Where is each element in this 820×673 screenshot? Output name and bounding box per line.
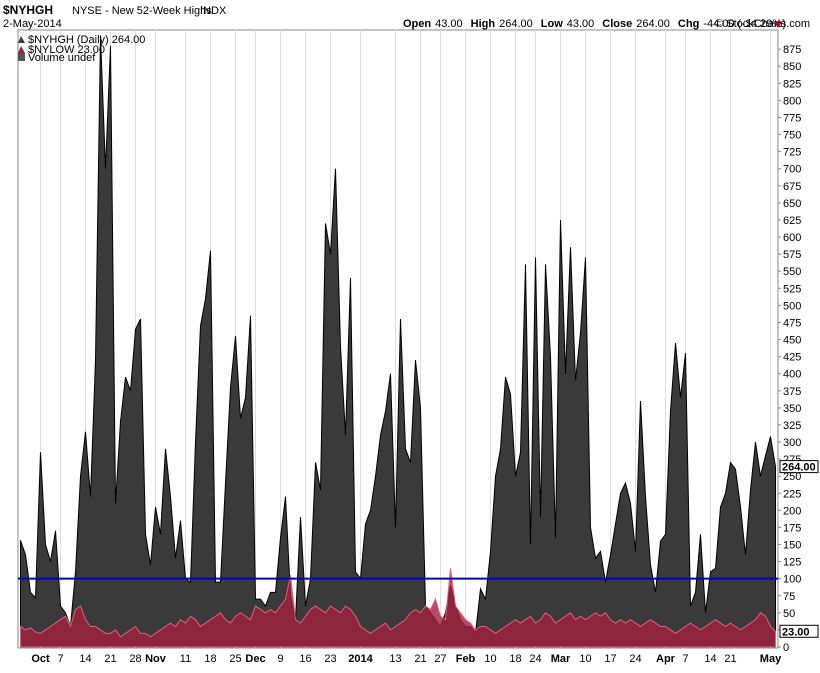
y-tick-label: 550 (783, 266, 801, 278)
highs-area (20, 35, 776, 648)
quote-value: 43.00 (435, 18, 463, 30)
x-tick-label: Dec (245, 653, 265, 665)
volume-legend: Volume undef (28, 52, 96, 64)
down-arrow (774, 22, 782, 28)
quote-label: Close (602, 18, 632, 30)
x-tick-label: 27 (434, 653, 446, 665)
quote-value: 43.00 (567, 18, 595, 30)
y-tick-label: 325 (783, 420, 801, 432)
y-tick-label: 725 (783, 147, 801, 159)
quote-label: High (471, 18, 496, 30)
x-tick-label: 23 (324, 653, 336, 665)
chart-title: NYSE - New 52-Week Highs (72, 5, 212, 17)
y-tick-label: 250 (783, 471, 801, 483)
y-tick-label: 650 (783, 198, 801, 210)
x-tick-label: 14 (79, 653, 91, 665)
plot-frame (17, 29, 779, 649)
y-tick-label: 375 (783, 386, 801, 398)
x-tick-label: 18 (509, 653, 521, 665)
quote-label: Low (541, 18, 563, 30)
x-tick-label: 28 (129, 653, 141, 665)
quote-label: Open (403, 18, 431, 30)
x-tick-label: 16 (299, 653, 311, 665)
x-tick-label: 10 (484, 653, 496, 665)
quote-value: -44.00 (-14.29%) (703, 18, 786, 30)
y-tick-label: 500 (783, 300, 801, 312)
legend-label: $NYHGH (Daily) 264.00 (28, 34, 145, 46)
x-tick-label: Oct (31, 653, 50, 665)
x-tick-label: 9 (277, 653, 283, 665)
y-tick-label: 200 (783, 505, 801, 517)
x-tick-label: Mar (551, 653, 571, 665)
x-tick-label: 21 (104, 653, 116, 665)
y-tick-label: 350 (783, 403, 801, 415)
x-tick-label: 11 (180, 653, 191, 665)
y-tick-label: 425 (783, 352, 801, 364)
y-tick-label: 775 (783, 112, 801, 124)
y-tick-label: 225 (783, 488, 801, 500)
x-tick-label: 14 (704, 653, 716, 665)
exchange: INDX (200, 5, 227, 17)
y-tick-label: 700 (783, 164, 801, 176)
y-tick-label: 675 (783, 181, 801, 193)
x-tick-label: 21 (414, 653, 426, 665)
y-tick-label: 475 (783, 317, 801, 329)
quote-label: Chg (678, 18, 699, 30)
lows-area (20, 568, 776, 648)
y-tick-label: 800 (783, 95, 801, 107)
last-value: 264.00 (782, 462, 816, 474)
y-tick-label: 100 (783, 574, 801, 586)
y-tick-label: 750 (783, 130, 801, 142)
last-value: 23.00 (782, 626, 810, 638)
x-tick-label: May (760, 653, 782, 665)
legend-label: $NYLOW 23.00 (28, 44, 105, 56)
y-tick-label: 525 (783, 283, 801, 295)
y-tick-label: 0 (783, 642, 789, 654)
x-tick-label: Feb (456, 653, 476, 665)
quote: Open 43.00 High 264.00 Low 43.00 Close 264.00 Ch… (403, 18, 786, 30)
y-tick-label: 825 (783, 78, 801, 90)
y-tick-label: 575 (783, 249, 801, 261)
quote-value: 264.00 (499, 18, 533, 30)
x-tick-label: 24 (529, 653, 541, 665)
x-tick-label: 10 (579, 653, 591, 665)
volume-icon (18, 53, 25, 61)
legend-icon (18, 36, 25, 43)
legend-icon (18, 46, 25, 53)
y-tick-label: 450 (783, 335, 801, 347)
last-value-tag (779, 460, 819, 474)
x-tick-label: 7 (57, 653, 63, 665)
x-tick-label: 24 (629, 653, 641, 665)
x-tick-label: 18 (204, 653, 216, 665)
x-tick-label: 13 (389, 653, 401, 665)
x-tick-label: 25 (229, 653, 241, 665)
y-tick-label: 125 (783, 557, 801, 569)
y-tick-label: 625 (783, 215, 801, 227)
last-value-tag (779, 624, 819, 638)
y-tick-label: 75 (783, 591, 795, 603)
y-tick-label: 150 (783, 540, 801, 552)
y-tick-label: 300 (783, 437, 801, 449)
y-tick-label: 600 (783, 232, 801, 244)
symbol: $NYHGH (3, 3, 53, 17)
date: 2-May-2014 (3, 18, 62, 30)
x-tick-label: Apr (656, 653, 676, 665)
quote-value: 264.00 (636, 18, 670, 30)
y-tick-label: 875 (783, 44, 801, 56)
y-tick-label: 50 (783, 608, 795, 620)
x-tick-label: Nov (145, 653, 167, 665)
x-tick-label: 17 (604, 653, 616, 665)
y-tick-label: 400 (783, 369, 801, 381)
x-tick-label: 2014 (348, 653, 373, 665)
credit: © StockCharts.com (715, 18, 810, 30)
y-tick-label: 850 (783, 61, 801, 73)
x-tick-label: 7 (682, 653, 688, 665)
x-tick-label: 21 (724, 653, 736, 665)
y-tick-label: 175 (783, 522, 801, 534)
